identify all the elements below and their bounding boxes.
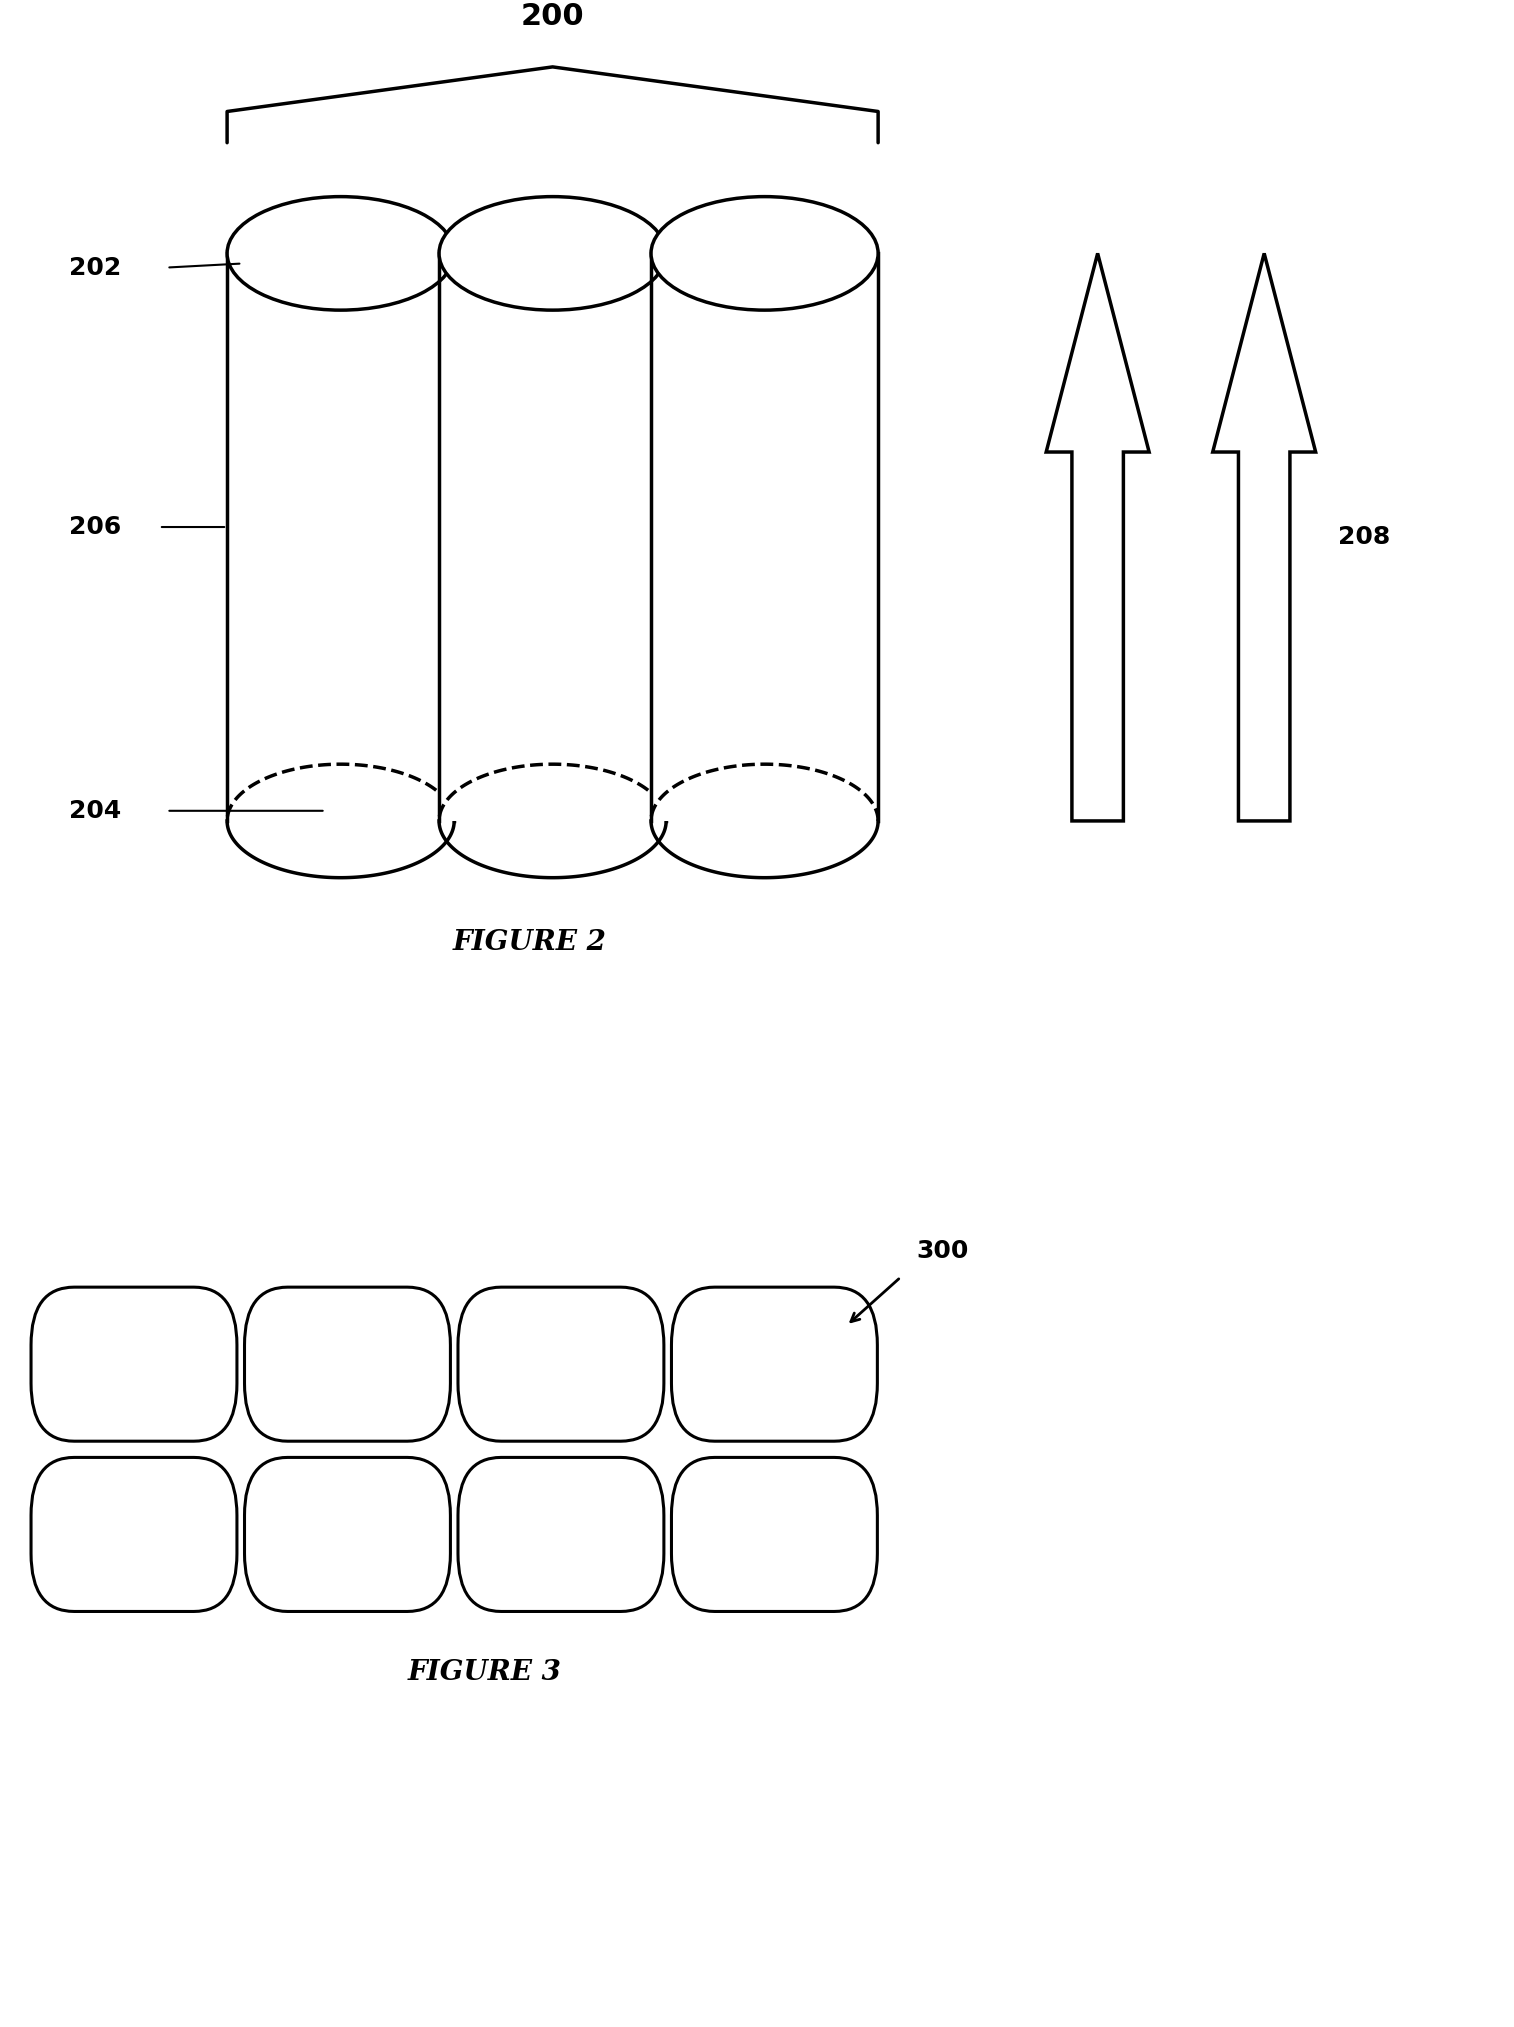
Bar: [651, 253, 878, 821]
Ellipse shape: [651, 197, 878, 310]
FancyBboxPatch shape: [672, 1457, 878, 1611]
Text: 200: 200: [521, 2, 584, 30]
Text: 206: 206: [68, 515, 121, 539]
Polygon shape: [1046, 253, 1149, 821]
FancyBboxPatch shape: [457, 1457, 663, 1611]
Ellipse shape: [227, 197, 454, 310]
FancyBboxPatch shape: [30, 1457, 236, 1611]
Bar: [227, 253, 454, 821]
Text: FIGURE 2: FIGURE 2: [453, 928, 607, 957]
FancyBboxPatch shape: [672, 1287, 878, 1441]
FancyBboxPatch shape: [244, 1457, 451, 1611]
Text: 300: 300: [916, 1238, 969, 1263]
Text: FIGURE 3: FIGURE 3: [407, 1658, 562, 1686]
FancyBboxPatch shape: [244, 1287, 451, 1441]
FancyBboxPatch shape: [457, 1287, 663, 1441]
Text: 208: 208: [1338, 525, 1391, 549]
Bar: [439, 253, 666, 821]
Ellipse shape: [439, 197, 666, 310]
FancyBboxPatch shape: [30, 1287, 236, 1441]
Polygon shape: [1213, 253, 1316, 821]
Text: 204: 204: [68, 799, 121, 823]
Text: 202: 202: [68, 255, 121, 280]
